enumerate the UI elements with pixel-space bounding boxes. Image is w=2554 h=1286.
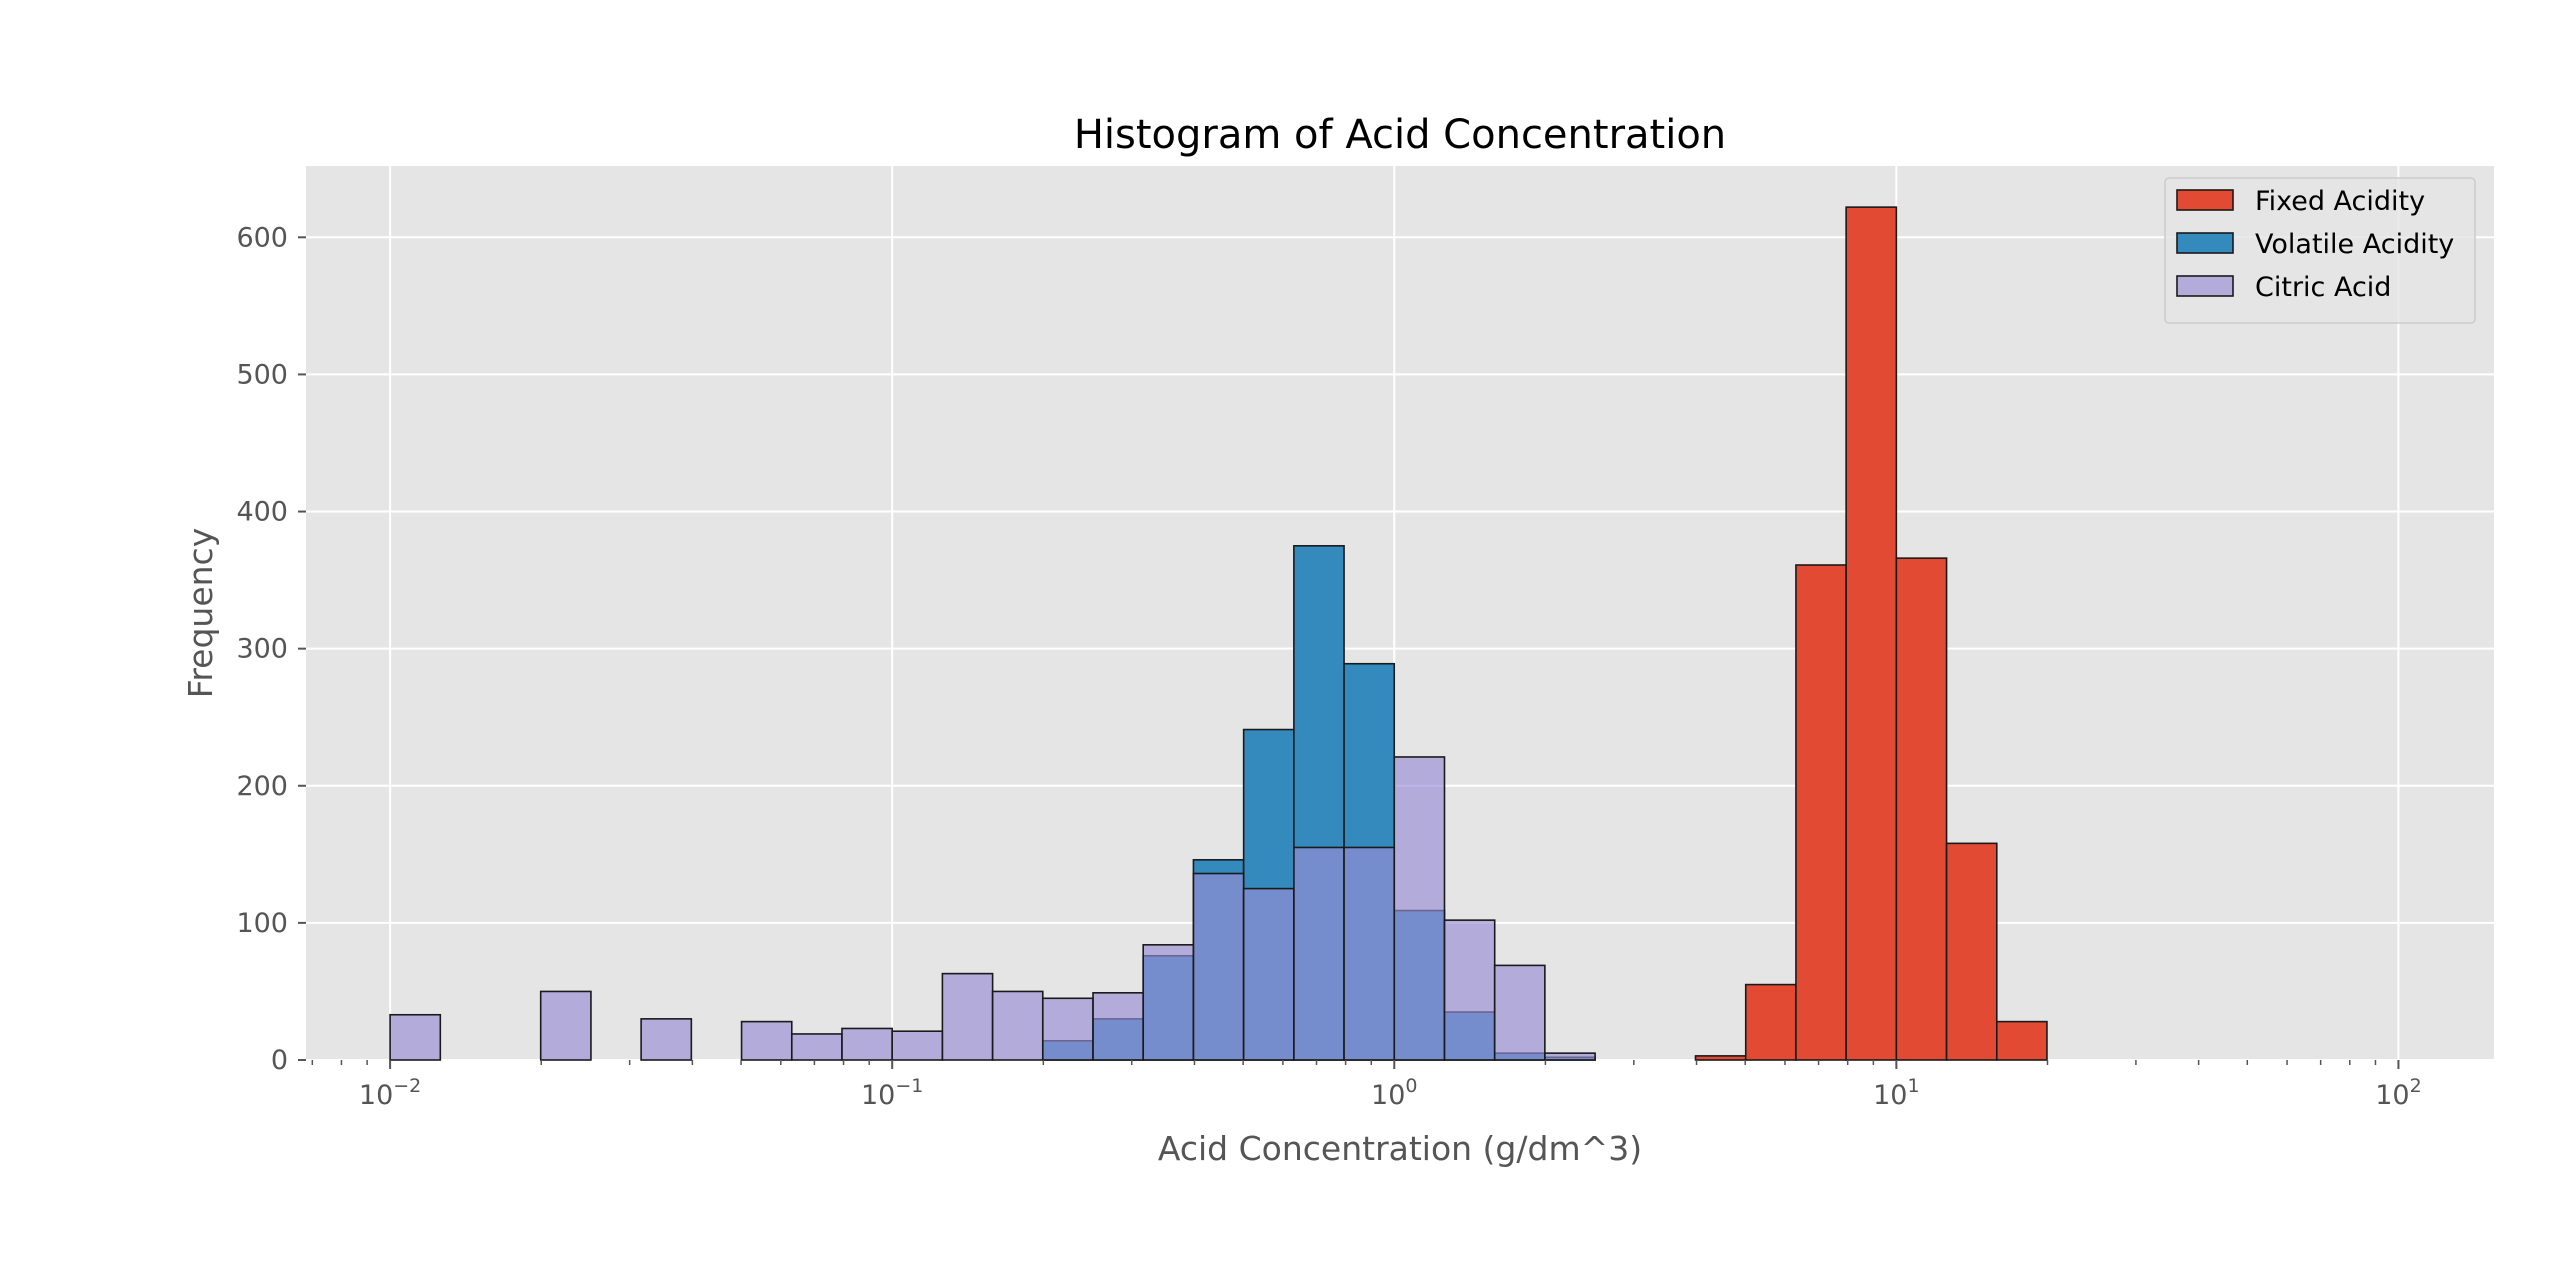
histogram-bar	[1744, 983, 1797, 1061]
legend-box	[2164, 177, 2476, 324]
y-tick-label: 100	[236, 908, 288, 939]
series-fixed-acidity	[1694, 206, 2048, 1061]
histogram-bar	[891, 1030, 944, 1061]
histogram-bar	[1995, 1020, 2048, 1061]
histogram-bar	[941, 972, 994, 1061]
series-citric-acid	[389, 756, 1596, 1061]
legend: Fixed Acidity Volatile Acidity Citric Acid	[2164, 177, 2476, 324]
legend-swatch	[2176, 275, 2234, 297]
histogram-bar	[991, 990, 1044, 1061]
histogram-bar	[1343, 846, 1396, 1061]
x-tick-label: 10−2	[359, 1075, 421, 1111]
histogram-bar	[1895, 557, 1948, 1061]
histogram-bar	[539, 990, 592, 1061]
x-tick-label: 102	[2375, 1075, 2421, 1111]
legend-label: Volatile Acidity	[2255, 229, 2454, 260]
histogram-bar	[1845, 206, 1898, 1061]
histogram-bar	[1694, 1055, 1747, 1061]
legend-swatch	[2176, 232, 2234, 254]
histogram-bar	[1242, 887, 1295, 1061]
y-axis-label: Frequency	[181, 528, 220, 698]
histogram-bar	[1795, 564, 1847, 1061]
y-tick-label: 400	[236, 497, 288, 528]
y-tick-label: 300	[236, 634, 288, 665]
legend-swatch	[2176, 189, 2234, 211]
histogram-bar	[740, 1020, 793, 1061]
histogram-bar	[1393, 756, 1446, 1061]
legend-label: Fixed Acidity	[2255, 186, 2425, 217]
histogram-bar	[389, 1013, 442, 1061]
y-tick-label: 600	[236, 222, 288, 253]
histogram-bar	[1544, 1052, 1596, 1061]
histogram-bar	[1443, 919, 1496, 1061]
legend-label: Citric Acid	[2255, 272, 2391, 303]
histogram-bar	[1493, 964, 1546, 1061]
histogram-bar	[1142, 944, 1195, 1061]
chart-title: Histogram of Acid Concentration	[1074, 112, 1726, 158]
histogram-bar	[1041, 997, 1094, 1061]
histogram-bar	[1293, 846, 1345, 1061]
histogram-bar	[1092, 992, 1145, 1061]
histogram-bars	[389, 206, 2048, 1061]
histogram-bar	[1945, 842, 1998, 1061]
x-tick-label: 10−1	[861, 1075, 923, 1111]
histogram-bar	[1192, 872, 1245, 1061]
y-tick-label: 500	[236, 359, 288, 390]
x-tick-label: 101	[1873, 1075, 1919, 1111]
x-tick-label: 100	[1371, 1075, 1417, 1111]
x-axis-label: Acid Concentration (g/dm^3)	[1158, 1129, 1642, 1168]
y-tick-label: 200	[236, 771, 288, 802]
histogram-bar	[841, 1027, 893, 1061]
histogram-bar	[640, 1018, 693, 1061]
histogram-bar	[790, 1033, 843, 1061]
axes: 0 100 200 300 400 500 600 10−2 10−1 100 101 102	[236, 222, 2421, 1111]
y-tick-label: 0	[271, 1045, 288, 1076]
